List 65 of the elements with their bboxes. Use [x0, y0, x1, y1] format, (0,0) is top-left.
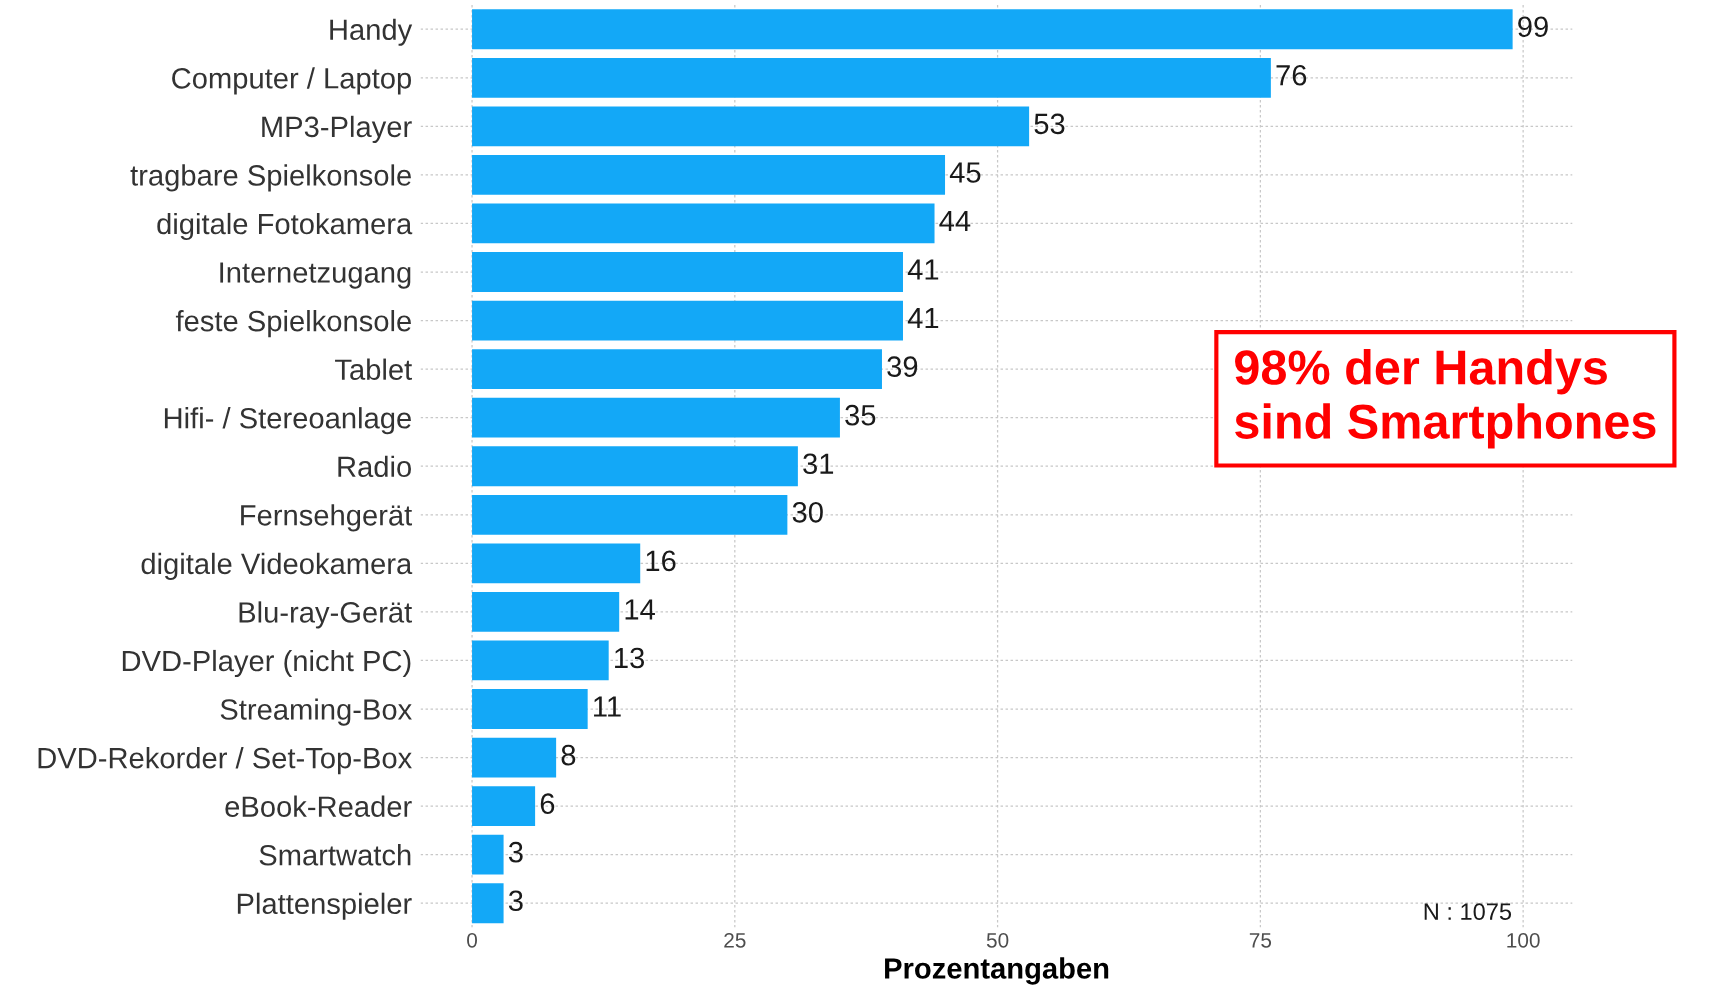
bar [472, 592, 620, 632]
x-tick-label: 75 [1249, 933, 1272, 948]
data-label: 14 [625, 599, 655, 620]
data-label: 31 [803, 453, 834, 475]
y-tick-label: Hifi- / Stereoanlage [164, 407, 411, 435]
data-label: 44 [939, 210, 971, 231]
data-label: 99 [1518, 16, 1548, 38]
bar [472, 786, 536, 827]
y-tick-label: Radio [338, 455, 411, 478]
y-tick-label: DVD-Player (nicht PC) [122, 649, 411, 678]
bar [472, 106, 1030, 147]
bar [472, 446, 798, 487]
bar [472, 57, 1271, 98]
y-tick-label: Fernsehgerät [241, 504, 413, 532]
data-label: 16 [646, 550, 676, 572]
y-tick-label: Blu-ray-Gerät [239, 601, 412, 629]
data-label: 41 [907, 259, 939, 280]
x-tick-label: 50 [986, 932, 1009, 948]
annotation: 98% der Handys sind Smartphones [1235, 349, 1656, 449]
data-label: 8 [561, 744, 576, 766]
bar [472, 252, 903, 292]
bar [472, 543, 641, 584]
data-label: 76 [1276, 64, 1307, 86]
data-label: 11 [594, 696, 621, 717]
data-label: 30 [792, 501, 823, 523]
y-tick-label: Internetzugang [220, 262, 411, 289]
bar [472, 9, 1513, 50]
bar [472, 349, 882, 390]
y-tick-label: eBook-Reader [225, 795, 412, 817]
x-tick-label: 25 [724, 932, 746, 948]
data-label: 41 [907, 308, 939, 329]
bar [472, 300, 903, 341]
y-tick-label: tragbare Spielkonsole [130, 164, 411, 192]
data-label: 13 [615, 647, 645, 669]
data-label: 39 [887, 356, 918, 377]
data-label: 35 [845, 404, 876, 426]
bar [472, 640, 609, 681]
data-label: 45 [949, 162, 981, 183]
y-tick-label: Computer / Laptop [172, 67, 412, 95]
bar [472, 494, 788, 535]
y-tick-label: DVD-Rekorder / Set-Top-Box [38, 747, 412, 775]
y-tick-label: Tablet [335, 358, 412, 380]
y-tick-label: feste Spielkonsole [175, 310, 411, 338]
data-label: 3 [508, 841, 523, 863]
y-tick-label: digitale Fotokamera [157, 212, 413, 241]
y-tick-label: Smartwatch [259, 844, 411, 866]
bar [472, 689, 588, 729]
bar [472, 883, 504, 924]
x-tick-label: 100 [1507, 932, 1540, 948]
y-tick-label: digitale Videokamera [141, 552, 413, 580]
x-axis-title: Prozentangaben [885, 957, 1109, 985]
bar [472, 834, 504, 875]
y-tick-label: Plattenspieler [237, 892, 412, 920]
x-tick-label: 0 [467, 932, 478, 948]
bar [472, 737, 557, 778]
data-label: 3 [508, 890, 523, 912]
y-tick-label: MP3-Player [262, 115, 412, 143]
y-tick-label: Streaming-Box [220, 698, 412, 726]
bar [472, 203, 935, 244]
bar [472, 155, 946, 195]
annotation: N : 1075 [1424, 903, 1512, 921]
bar [472, 397, 840, 438]
data-label: 53 [1034, 113, 1065, 135]
data-label: 6 [540, 793, 555, 814]
y-tick-label: Handy [330, 18, 413, 46]
